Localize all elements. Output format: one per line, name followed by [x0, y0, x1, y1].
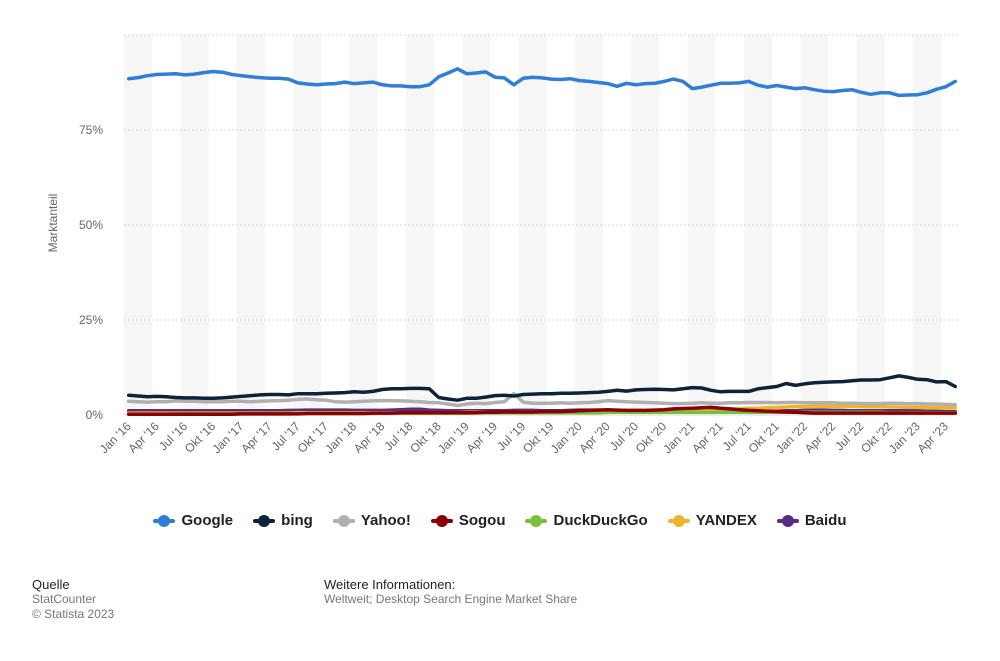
legend-swatch: [153, 514, 176, 527]
source-block: Quelle StatCounter © Statista 2023: [32, 577, 114, 622]
x-tick-label: Apr '20: [576, 419, 613, 456]
legend-swatch: [525, 514, 548, 527]
legend-item-duckduckgo[interactable]: DuckDuckGo: [525, 512, 648, 529]
x-tick-label: Apr '19: [464, 419, 501, 456]
x-tick-label: Apr '17: [238, 419, 275, 456]
x-tick-label: Jan '21: [660, 419, 697, 456]
legend-label: bing: [281, 512, 313, 529]
source-heading: Quelle: [32, 577, 70, 592]
y-tick-label: 0%: [86, 408, 104, 422]
x-tick-label: Jan '18: [322, 419, 359, 456]
x-tick-label: Apr '16: [125, 419, 162, 456]
legend-label: Baidu: [804, 512, 847, 529]
legend-swatch: [430, 514, 453, 527]
y-axis-ticks: 0% 25% 50% 75%: [79, 123, 103, 422]
legend-item-yandex[interactable]: YANDEX: [667, 512, 757, 529]
x-tick-label: Jan '17: [210, 419, 247, 456]
series-line-sogou[interactable]: [126, 405, 958, 416]
legend-item-baidu[interactable]: Baidu: [776, 512, 847, 529]
y-tick-label: 25%: [79, 313, 103, 327]
x-tick-label: Jan '20: [548, 419, 585, 456]
copyright-text[interactable]: © Statista 2023: [32, 607, 115, 621]
legend-swatch: [332, 514, 355, 527]
series-line-google[interactable]: [126, 67, 958, 98]
legend-swatch: [253, 514, 276, 527]
series-line-bing[interactable]: [126, 374, 958, 402]
info-text: Weltweit; Desktop Search Engine Market S…: [324, 592, 578, 606]
legend-label: YANDEX: [695, 512, 757, 529]
x-tick-label: Jan '23: [886, 419, 923, 456]
info-heading: Weitere Informationen:: [324, 577, 456, 592]
x-tick-label: Jan '19: [435, 419, 472, 456]
legend-label: Yahoo!: [360, 512, 411, 529]
legend-item-sogou[interactable]: Sogou: [430, 512, 506, 529]
x-tick-label: Apr '21: [689, 419, 726, 456]
x-tick-label: Apr '18: [351, 419, 388, 456]
legend-label: DuckDuckGo: [553, 512, 648, 529]
info-block: Weitere Informationen: Weltweit; Desktop…: [324, 577, 577, 607]
x-tick-label: Jan '16: [97, 419, 134, 456]
legend-swatch: [776, 514, 799, 527]
chart-legend: Google bing Yahoo! Sogou DuckDuckGo YANDEX Bai…: [0, 512, 1000, 529]
x-tick-label: Apr '23: [915, 419, 952, 456]
legend-item-yahoo[interactable]: Yahoo!: [332, 512, 411, 529]
legend-label: Google: [181, 512, 234, 529]
chart-background-bands: [124, 35, 942, 415]
x-tick-label: Jan '22: [773, 419, 810, 456]
series-lines: [126, 67, 958, 416]
legend-label: Sogou: [458, 512, 506, 529]
source-name[interactable]: StatCounter: [32, 592, 97, 606]
y-axis-label: Marktanteil: [46, 194, 60, 253]
y-tick-label: 75%: [79, 123, 103, 137]
legend-item-google[interactable]: Google: [153, 512, 233, 529]
y-tick-label: 50%: [79, 218, 103, 232]
legend-item-bing[interactable]: bing: [253, 512, 313, 529]
x-tick-label: Apr '22: [802, 419, 839, 456]
series-line-yahoo[interactable]: [126, 391, 958, 408]
legend-swatch: [667, 514, 690, 527]
